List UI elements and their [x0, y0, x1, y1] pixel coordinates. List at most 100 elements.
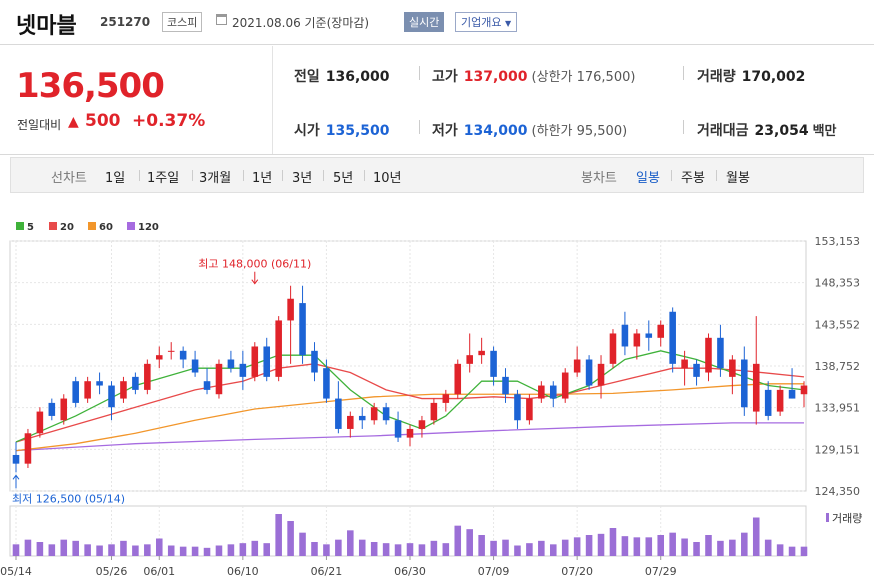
volume-bar: [144, 544, 151, 556]
low-arrowhead-icon: [12, 474, 20, 480]
change-label: 전일대비: [17, 118, 62, 132]
candle-body: [227, 359, 235, 369]
legend-ma5: 5: [16, 222, 34, 233]
candle-body: [239, 363, 247, 377]
candle-body: [251, 346, 259, 377]
candle-body: [347, 415, 354, 429]
volume-bar: [741, 532, 748, 556]
volume-bar: [645, 537, 653, 556]
candle-body: [466, 355, 473, 364]
candle-body: [741, 359, 748, 408]
volume: 거래량 170,002: [697, 66, 805, 86]
y-tick-label: 148,353: [815, 277, 861, 290]
tab-1d[interactable]: 1일: [105, 171, 126, 186]
tab-3y[interactable]: 3년: [292, 171, 313, 186]
upper-limit: (상한가 176,500): [531, 70, 636, 85]
stock-code: 251270: [100, 15, 151, 29]
x-tick-label: 05/26: [96, 565, 128, 578]
tab-monthly[interactable]: 월봉: [726, 171, 750, 186]
high-price: 고가 137,000 (상한가 176,500): [432, 66, 635, 86]
quote-panel: 136,500 전일대비 ▲ 500 +0.37% 전일 136,000 고가 13…: [0, 46, 874, 155]
open-label: 시가: [294, 123, 320, 139]
candle-body: [108, 385, 115, 408]
open-price: 시가 135,500: [294, 120, 390, 140]
tab-daily[interactable]: 일봉: [636, 171, 660, 186]
amount-value: 23,054: [754, 123, 809, 139]
volume-bar: [394, 544, 402, 556]
x-tick-label: 07/29: [645, 565, 677, 578]
candle-body: [561, 372, 569, 399]
candle-body: [430, 402, 438, 421]
high-arrowhead-icon: [251, 279, 259, 285]
tab-1w[interactable]: 1주일: [147, 171, 180, 186]
candle-body: [418, 420, 426, 429]
current-price: 136,500: [16, 66, 165, 106]
volume-bar: [406, 543, 414, 556]
chart-tab-bar: 선차트 1일 1주일 3개월 1년 3년 5년 10년 봉차트 일봉 주봉 월봉: [10, 157, 864, 193]
candle-body: [394, 420, 402, 438]
line-chart-label[interactable]: 선차트: [51, 171, 87, 186]
volume-bar: [179, 546, 187, 556]
volume-bar: [681, 538, 688, 556]
low-value: 134,000: [463, 123, 528, 139]
candle-body: [752, 363, 760, 412]
current-price-box: 136,500 전일대비 ▲ 500 +0.37%: [0, 46, 273, 154]
candle-body: [681, 359, 688, 369]
candle-body: [382, 407, 390, 421]
volume-bar: [764, 539, 772, 556]
x-tick-label: 06/21: [311, 565, 343, 578]
candle-body: [538, 385, 545, 399]
candle-body: [621, 324, 629, 347]
x-tick-label: 07/09: [478, 565, 510, 578]
volume-bar: [514, 545, 521, 556]
candle-body: [96, 381, 103, 386]
volume-bar: [621, 536, 629, 556]
volume-bar: [48, 544, 56, 556]
legend-ma60: 60: [88, 222, 113, 233]
amount-label: 거래대금: [697, 123, 749, 139]
candle-body: [72, 381, 79, 403]
realtime-button[interactable]: 실시간: [404, 12, 445, 32]
volume-bar: [717, 540, 724, 556]
low-price: 저가 134,000 (하한가 95,500): [432, 120, 627, 140]
candle-body: [645, 333, 653, 338]
volume-bar: [227, 544, 235, 556]
volume-bar: [108, 544, 115, 556]
tab-5y[interactable]: 5년: [333, 171, 354, 186]
volume-bar: [36, 542, 44, 556]
ma120-line: [15, 422, 804, 452]
candle-body: [729, 359, 736, 377]
tab-3m[interactable]: 3개월: [199, 171, 232, 186]
candle-body: [12, 454, 20, 464]
volume-bar: [358, 539, 366, 556]
volume-bar: [609, 528, 617, 556]
volume-bar: [752, 517, 760, 556]
y-tick-label: 124,350: [815, 485, 861, 498]
x-tick-label: 07/20: [561, 565, 593, 578]
volume-value: 170,002: [741, 69, 806, 85]
candle-body: [120, 381, 127, 399]
tab-weekly[interactable]: 주봉: [681, 171, 705, 186]
tab-1y[interactable]: 1년: [252, 171, 273, 186]
volume-bar: [287, 521, 294, 556]
prev-close-value: 136,000: [325, 69, 390, 85]
candle-body: [776, 389, 784, 412]
candle-chart-label[interactable]: 봉차트: [581, 171, 617, 186]
volume-bar: [669, 532, 676, 556]
amount-unit: 백만: [812, 124, 837, 139]
company-info-dropdown[interactable]: 기업개요 ▼: [455, 12, 518, 32]
volume-bar: [215, 545, 223, 556]
candle-body: [48, 402, 56, 416]
volume-bar: [597, 533, 605, 556]
candle-body: [597, 363, 605, 386]
candle-body: [287, 298, 294, 321]
volume-bar: [585, 535, 593, 556]
volume-bar: [370, 542, 378, 556]
volume-bar: [323, 544, 330, 556]
high-label: 고가: [432, 69, 458, 85]
volume-bar: [693, 542, 700, 556]
volume-bar: [526, 543, 533, 556]
y-tick-label: 143,552: [815, 318, 861, 331]
candle-body: [155, 355, 163, 360]
tab-10y[interactable]: 10년: [373, 171, 402, 186]
